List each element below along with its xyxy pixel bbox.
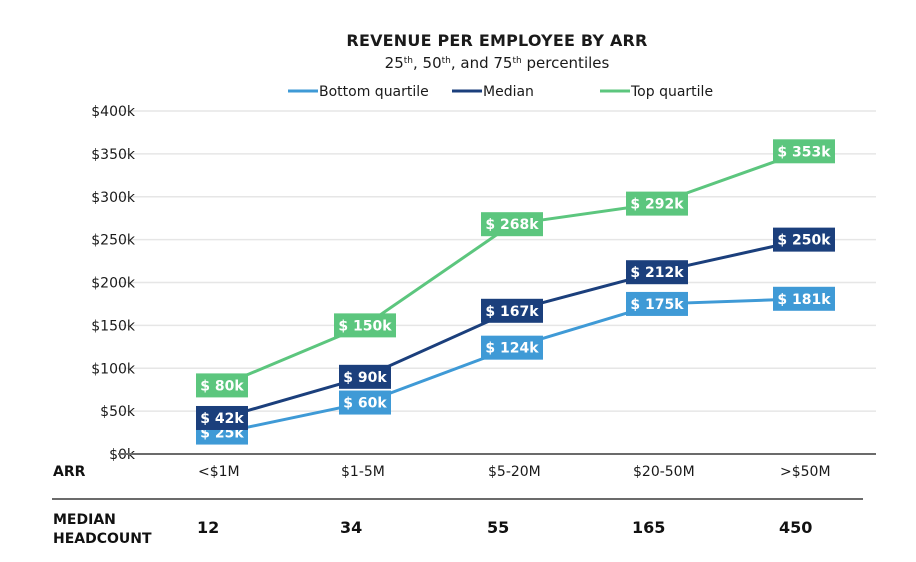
data-label-text: $ 250k: [777, 233, 831, 249]
median-headcount-row: 12 34 55 165 450: [197, 518, 812, 537]
data-label-text: $ 90k: [343, 370, 387, 386]
x-axis-ticks: <$1M $1-5M $5-20M $20-50M >$50M: [198, 464, 831, 480]
data-label: $ 167k: [481, 298, 543, 323]
legend-item: Top quartile: [600, 84, 713, 100]
y-tick-label: $250k: [91, 233, 136, 249]
y-tick-label: $50k: [100, 404, 136, 420]
data-label-text: $ 42k: [200, 411, 244, 427]
data-label-box: [339, 390, 391, 415]
subtitle-text: 25: [385, 54, 404, 72]
data-label-text: $ 353k: [777, 144, 831, 160]
x-tick-label: >$50M: [780, 464, 831, 480]
data-label-box: [773, 227, 835, 252]
y-tick-label: $400k: [91, 104, 136, 120]
data-label: $ 124k: [481, 335, 543, 360]
data-label-text: $ 80k: [200, 378, 244, 394]
data-labels: $ 25k$ 60k$ 124k$ 175k $ 181k$ 42k$ 90k$ …: [196, 139, 835, 445]
data-label-text: $ 124k: [485, 341, 539, 357]
chart-title: REVENUE PER EMPLOYEE BY ARR: [346, 31, 647, 50]
x-tick-label: $1-5M: [341, 464, 385, 480]
y-tick-label: $300k: [91, 190, 136, 206]
y-tick-label: $100k: [91, 361, 136, 377]
data-label: $ 80k: [196, 373, 248, 398]
y-tick-label: $150k: [91, 318, 136, 334]
median-headcount-value: 34: [340, 518, 362, 537]
data-label-box: [481, 335, 543, 360]
median-headcount-value: 12: [197, 518, 219, 537]
data-label: $ 90k: [339, 364, 391, 389]
subtitle-superscript: th: [512, 56, 521, 66]
data-label: $ 60k: [339, 390, 391, 415]
y-axis-ticks: $0k$50k$100k$150k$200k$250k$300k$350k$40…: [91, 104, 136, 463]
y-tick-label: $350k: [91, 147, 136, 163]
chart-subtitle: 25th, 50th, and 75th percentiles: [385, 54, 610, 72]
data-label-box: [773, 286, 835, 311]
data-label-text: $ 60k: [343, 396, 387, 412]
median-headcount-value: 450: [779, 518, 812, 537]
x-tick-label: <$1M: [198, 464, 240, 480]
data-label-box: [626, 191, 688, 216]
data-label-text: $ 181k: [777, 292, 831, 308]
gridlines: [118, 110, 876, 412]
series-lines: [221, 149, 805, 435]
data-label-text: $ 292k: [630, 197, 684, 213]
data-label: $ 268k: [481, 212, 543, 237]
legend: Bottom quartile Median Top quartile: [288, 84, 713, 100]
x-tick-label: $20-50M: [633, 464, 695, 480]
data-label-box: [773, 139, 835, 164]
data-label-box: [481, 212, 543, 237]
data-label-box: [196, 405, 248, 430]
data-label-text: $ 167k: [485, 304, 539, 320]
legend-item: Bottom quartile: [288, 84, 429, 100]
series-line-median: [221, 238, 805, 420]
legend-label: Bottom quartile: [319, 84, 429, 100]
data-label-box: [626, 291, 688, 316]
subtitle-text: , 50: [413, 54, 442, 72]
data-label: $ 250k: [773, 227, 835, 252]
subtitle-text: percentiles: [522, 54, 610, 72]
data-label: $ 175k: [626, 291, 688, 316]
data-label: $ 353k: [773, 139, 835, 164]
x-tick-label: $5-20M: [488, 464, 541, 480]
median-headcount-value: 55: [487, 518, 509, 537]
subtitle-superscript: th: [404, 56, 413, 66]
data-label-text: $ 268k: [485, 217, 539, 233]
data-label: $ 42k: [196, 405, 248, 430]
median-headcount-header-line2: HEADCOUNT: [53, 531, 152, 547]
data-label-text: $ 175k: [630, 297, 684, 313]
data-label: $ 150k: [334, 313, 396, 338]
subtitle-text: , and 75: [451, 54, 513, 72]
data-label-text: $ 150k: [338, 318, 392, 334]
data-label-box: [196, 373, 248, 398]
arr-row-header: ARR: [53, 464, 86, 480]
data-label: $ 181k: [773, 286, 835, 311]
legend-label: Median: [483, 84, 534, 100]
data-label: $ 292k: [626, 191, 688, 216]
median-headcount-header-line1: MEDIAN: [53, 512, 116, 528]
median-headcount-value: 165: [632, 518, 665, 537]
data-label-text: $ 212k: [630, 265, 684, 281]
data-label-box: [334, 313, 396, 338]
legend-item: Median: [452, 84, 534, 100]
subtitle-superscript: th: [442, 56, 451, 66]
y-tick-label: $200k: [91, 276, 136, 292]
data-label-box: [481, 298, 543, 323]
data-label-box: [339, 364, 391, 389]
data-label-box: [626, 260, 688, 285]
legend-label: Top quartile: [630, 84, 713, 100]
data-label: $ 212k: [626, 260, 688, 285]
